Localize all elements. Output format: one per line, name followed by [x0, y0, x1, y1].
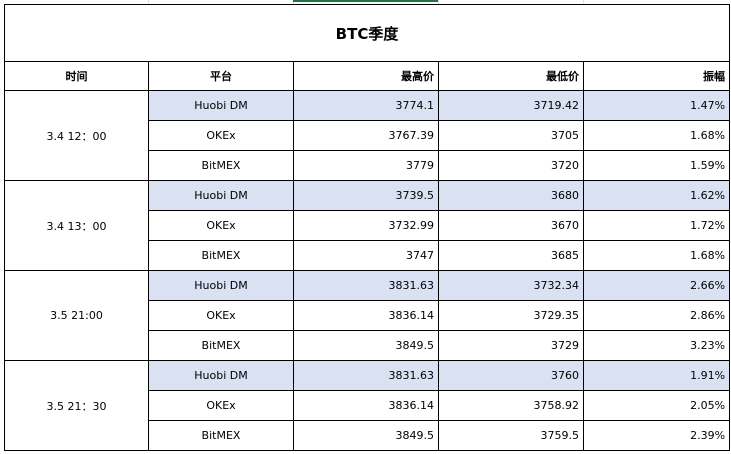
- time-cell[interactable]: 3.4 12：00: [4, 90, 149, 181]
- selected-column-indicator: [293, 0, 438, 2]
- platform-cell[interactable]: Huobi DM: [148, 270, 294, 301]
- platform-cell[interactable]: BitMEX: [148, 240, 294, 271]
- table-row: 3.5 21：30 Huobi DM 3831.63 3760 1.91%: [4, 360, 731, 451]
- spreadsheet-table: BTC季度 时间 平台 最高价 最低价 振幅 3.4 12：00 Huobi DM…: [3, 4, 731, 451]
- table-row: 3.4 13：00 Huobi DM 3739.5 3680 1.62%: [4, 180, 731, 271]
- column-divider: [148, 0, 149, 4]
- amplitude-cell[interactable]: 2.66%: [582, 270, 731, 301]
- low-price-cell[interactable]: 3729.35: [438, 300, 584, 331]
- header-high[interactable]: 最高价: [293, 61, 439, 91]
- platform-cell[interactable]: BitMEX: [148, 150, 294, 181]
- column-divider: [293, 0, 294, 4]
- high-price-cell[interactable]: 3739.5: [293, 180, 439, 211]
- amplitude-cell[interactable]: 1.59%: [582, 150, 731, 181]
- platform-cell[interactable]: Huobi DM: [148, 360, 294, 391]
- high-price-cell[interactable]: 3747: [293, 240, 439, 271]
- header-low[interactable]: 最低价: [438, 61, 584, 91]
- amplitude-cell[interactable]: 1.91%: [582, 360, 731, 391]
- low-price-cell[interactable]: 3758.92: [438, 390, 584, 421]
- table-row: BitMEX 3849.5 3759.5 2.39%: [5, 420, 731, 451]
- table-row: OKEx 3836.14 3729.35 2.86%: [5, 300, 731, 331]
- column-divider: [583, 0, 584, 4]
- time-cell[interactable]: 3.5 21:00: [4, 270, 149, 361]
- high-price-cell[interactable]: 3836.14: [293, 300, 439, 331]
- header-platform[interactable]: 平台: [148, 61, 294, 91]
- table-row: OKEx 3836.14 3758.92 2.05%: [5, 390, 731, 421]
- high-price-cell[interactable]: 3831.63: [293, 270, 439, 301]
- time-cell[interactable]: 3.5 21：30: [4, 360, 149, 451]
- platform-cell[interactable]: OKEx: [148, 300, 294, 331]
- high-price-cell[interactable]: 3774.1: [293, 90, 439, 121]
- amplitude-cell[interactable]: 1.47%: [582, 90, 731, 121]
- low-price-cell[interactable]: 3720: [438, 150, 584, 181]
- low-price-cell[interactable]: 3670: [438, 210, 584, 241]
- amplitude-cell[interactable]: 1.62%: [582, 180, 731, 211]
- low-price-cell[interactable]: 3680: [438, 180, 584, 211]
- amplitude-cell[interactable]: 2.39%: [582, 420, 731, 451]
- platform-cell[interactable]: OKEx: [148, 120, 294, 151]
- header-time[interactable]: 时间: [4, 61, 149, 91]
- high-price-cell[interactable]: 3732.99: [293, 210, 439, 241]
- high-price-cell[interactable]: 3836.14: [293, 390, 439, 421]
- platform-cell[interactable]: OKEx: [148, 390, 294, 421]
- high-price-cell[interactable]: 3779: [293, 150, 439, 181]
- low-price-cell[interactable]: 3685: [438, 240, 584, 271]
- platform-cell[interactable]: Huobi DM: [148, 90, 294, 121]
- low-price-cell[interactable]: 3729: [438, 330, 584, 361]
- amplitude-cell[interactable]: 1.72%: [582, 210, 731, 241]
- amplitude-cell[interactable]: 1.68%: [582, 120, 731, 151]
- time-cell[interactable]: 3.4 13：00: [4, 180, 149, 271]
- table-row: 3.5 21:00 Huobi DM 3831.63 3732.34 2.66%: [4, 270, 731, 361]
- platform-cell[interactable]: BitMEX: [148, 330, 294, 361]
- low-price-cell[interactable]: 3759.5: [438, 420, 584, 451]
- platform-cell[interactable]: OKEx: [148, 210, 294, 241]
- low-price-cell[interactable]: 3732.34: [438, 270, 584, 301]
- platform-cell[interactable]: Huobi DM: [148, 180, 294, 211]
- amplitude-cell[interactable]: 2.86%: [582, 300, 731, 331]
- table-row: OKEx 3732.99 3670 1.72%: [5, 210, 731, 241]
- header-row: 时间 平台 最高价 最低价 振幅: [4, 61, 731, 91]
- high-price-cell[interactable]: 3767.39: [293, 120, 439, 151]
- amplitude-cell[interactable]: 1.68%: [582, 240, 731, 271]
- high-price-cell[interactable]: 3831.63: [293, 360, 439, 391]
- low-price-cell[interactable]: 3705: [438, 120, 584, 151]
- table-title[interactable]: BTC季度: [3, 4, 731, 62]
- header-amplitude[interactable]: 振幅: [582, 61, 731, 91]
- table-row: BitMEX 3747 3685 1.68%: [5, 240, 731, 271]
- high-price-cell[interactable]: 3849.5: [293, 420, 439, 451]
- high-price-cell[interactable]: 3849.5: [293, 330, 439, 361]
- amplitude-cell[interactable]: 3.23%: [582, 330, 731, 361]
- amplitude-cell[interactable]: 2.05%: [582, 390, 731, 421]
- column-header-strip: [0, 0, 731, 4]
- table-row: OKEx 3767.39 3705 1.68%: [5, 120, 731, 151]
- low-price-cell[interactable]: 3719.42: [438, 90, 584, 121]
- platform-cell[interactable]: BitMEX: [148, 420, 294, 451]
- column-divider: [438, 0, 439, 4]
- low-price-cell[interactable]: 3760: [438, 360, 584, 391]
- table-row: 3.4 12：00 Huobi DM 3774.1 3719.42 1.47%: [4, 90, 731, 181]
